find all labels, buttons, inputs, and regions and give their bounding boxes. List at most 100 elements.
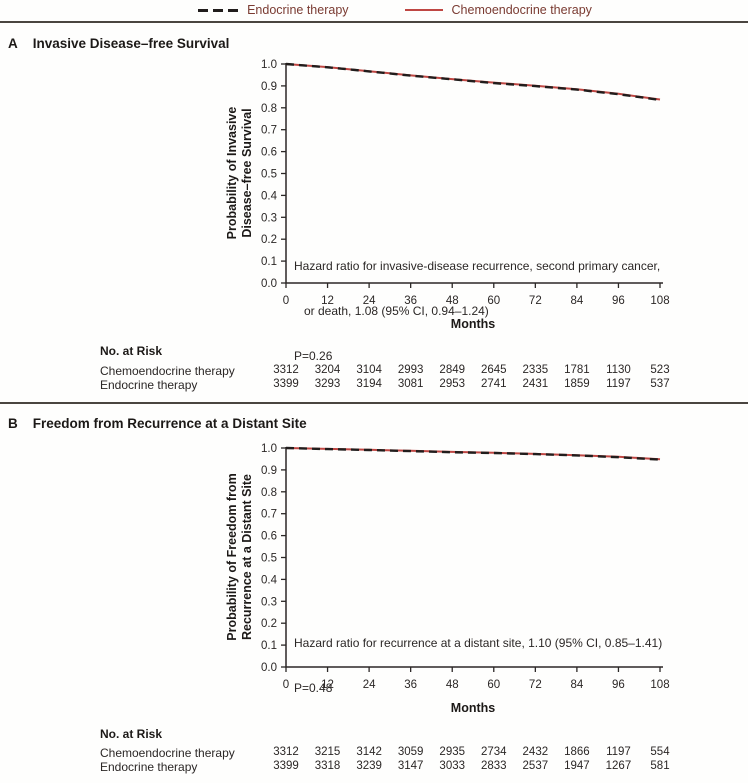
risk-value: 3293 [314,378,341,390]
risk-value: 3204 [314,364,341,376]
annotation-line: Hazard ratio for invasive-disease recurr… [294,259,661,273]
x-tick-label: 48 [446,679,459,691]
panel-a-xlabel: Months [450,317,496,331]
y-tick-label: 0.3 [261,212,277,224]
risk-value: 3147 [397,760,424,772]
y-tick-label: 0.7 [261,509,277,521]
panel-b-risk-title: No. at Risk [100,727,163,741]
risk-value: 3104 [356,364,382,376]
x-tick-label: 24 [363,295,376,307]
panel-b-ylabel: Probability of Freedom from Recurrence a… [225,473,255,640]
y-tick-label: 0.9 [261,81,277,93]
y-tick-label: 1.0 [261,443,277,455]
x-tick-label: 0 [283,295,289,307]
y-tick-label: 0.8 [261,487,277,499]
risk-value: 2833 [480,760,507,772]
x-tick-label: 24 [363,679,376,691]
risk-row-label: Chemoendocrine therapy [100,364,235,378]
y-tick-label: 0.0 [261,662,277,674]
risk-value: 537 [650,378,670,390]
y-tick-label: 0.6 [261,147,277,159]
risk-value: 2645 [480,364,507,376]
risk-value: 3194 [356,378,382,390]
y-tick-label: 0.1 [261,640,277,652]
panel-a-risk-row-endocrine: Endocrine therapy 3399 3293 3194 3081 2953 27… [0,378,748,392]
y-tick-label: 0.2 [261,234,277,246]
risk-value: 3318 [314,760,341,772]
risk-value: 1859 [564,378,590,390]
risk-value: 3239 [356,760,382,772]
endocrine-curve-B [285,446,661,461]
panel-b-risk-row-chemoendocrine: Chemoendocrine therapy 3312 3215 3142 3059 2… [0,746,748,760]
risk-value: 3033 [439,760,466,772]
annotation-line: Hazard ratio for recurrence at a distant… [294,636,663,650]
risk-value: 3399 [273,760,299,772]
panel-b-title: B Freedom from Recurrence at a Distant Si… [8,416,307,431]
x-tick-label: 36 [404,295,417,307]
y-tick-label: 0.3 [261,596,277,608]
x-tick-label: 108 [650,295,669,307]
risk-value: 1267 [605,760,632,772]
panel-b-letter: B [8,416,18,431]
risk-row-label: Chemoendocrine therapy [100,746,235,760]
legend-item-endocrine: Endocrine therapy [198,3,349,17]
x-tick-label: 36 [404,679,417,691]
risk-value: 1197 [606,378,631,390]
risk-value: 3312 [273,364,299,376]
y-tick-label: 0.4 [261,574,278,586]
risk-value: 523 [650,364,670,376]
risk-value: 1130 [606,364,631,376]
y-tick-label: 0.6 [261,531,277,543]
risk-value: 3142 [356,746,382,758]
ylabel-line: Probability of Freedom from [225,473,239,641]
y-tick-label: 0.1 [261,256,277,268]
risk-row-label: Endocrine therapy [100,760,198,774]
risk-value: 2953 [439,378,466,390]
panel-a-title: A Invasive Disease–free Survival [8,36,229,51]
x-tick-label: 72 [529,679,542,691]
risk-value: 2335 [522,364,549,376]
risk-value: 2431 [522,378,549,390]
panel-a-annotation: Hazard ratio for invasive-disease recurr… [294,229,660,394]
ylabel-line: Disease–free Survival [240,108,254,238]
legend-item-chemoendocrine: Chemoendocrine therapy [404,3,592,17]
x-tick-label: 84 [570,679,583,691]
y-tick-label: 0.8 [261,103,277,115]
risk-value: 3081 [397,378,424,390]
annotation-line: P=0.48 [294,681,333,695]
risk-value: 3399 [273,378,299,390]
y-tick-label: 0.4 [261,190,278,202]
x-tick-label: 48 [446,295,459,307]
risk-value: 1781 [564,364,590,376]
panel-b-xlabel: Months [450,701,496,715]
risk-value: 2935 [439,746,466,758]
x-tick-label: 84 [570,295,583,307]
risk-value: 2849 [439,364,466,376]
risk-value: 1866 [564,746,590,758]
ylabel-line: Probability of Invasive [225,106,239,240]
panel-a-title-text: Invasive Disease–free Survival [32,36,230,51]
x-tick-label: 96 [612,679,625,691]
x-tick-label: 60 [487,295,500,307]
y-tick-label: 1.0 [261,59,277,71]
annotation-line: or death, 1.08 (95% CI, 0.94–1.24) [294,304,489,318]
risk-value: 2432 [522,746,549,758]
top-rule [0,21,748,23]
y-tick-label: 0.2 [261,618,277,630]
endocrine-curve-A [285,62,661,102]
panel-a-risk-row-chemoendocrine: Chemoendocrine therapy 3312 3204 3104 2993 2… [0,364,748,378]
panel-a-letter: A [8,36,18,51]
panel-divider-rule [0,402,748,404]
risk-value: 3059 [397,746,424,758]
x-tick-label: 72 [529,295,542,307]
risk-value: 1197 [606,746,631,758]
y-tick-label: 0.9 [261,465,277,477]
panel-a-ylabel: Probability of Invasive Disease–free Sur… [225,107,255,240]
x-tick-label: 108 [650,679,669,691]
y-tick-label: 0.5 [261,553,277,565]
risk-value: 554 [650,746,670,758]
panel-B-plot: 0.0 0.1 0.2 0.3 0.4 0.5 0.6 0.7 0.8 0.9 1.0 0 12 24 36… [261,443,670,691]
x-tick-label: 96 [612,295,625,307]
